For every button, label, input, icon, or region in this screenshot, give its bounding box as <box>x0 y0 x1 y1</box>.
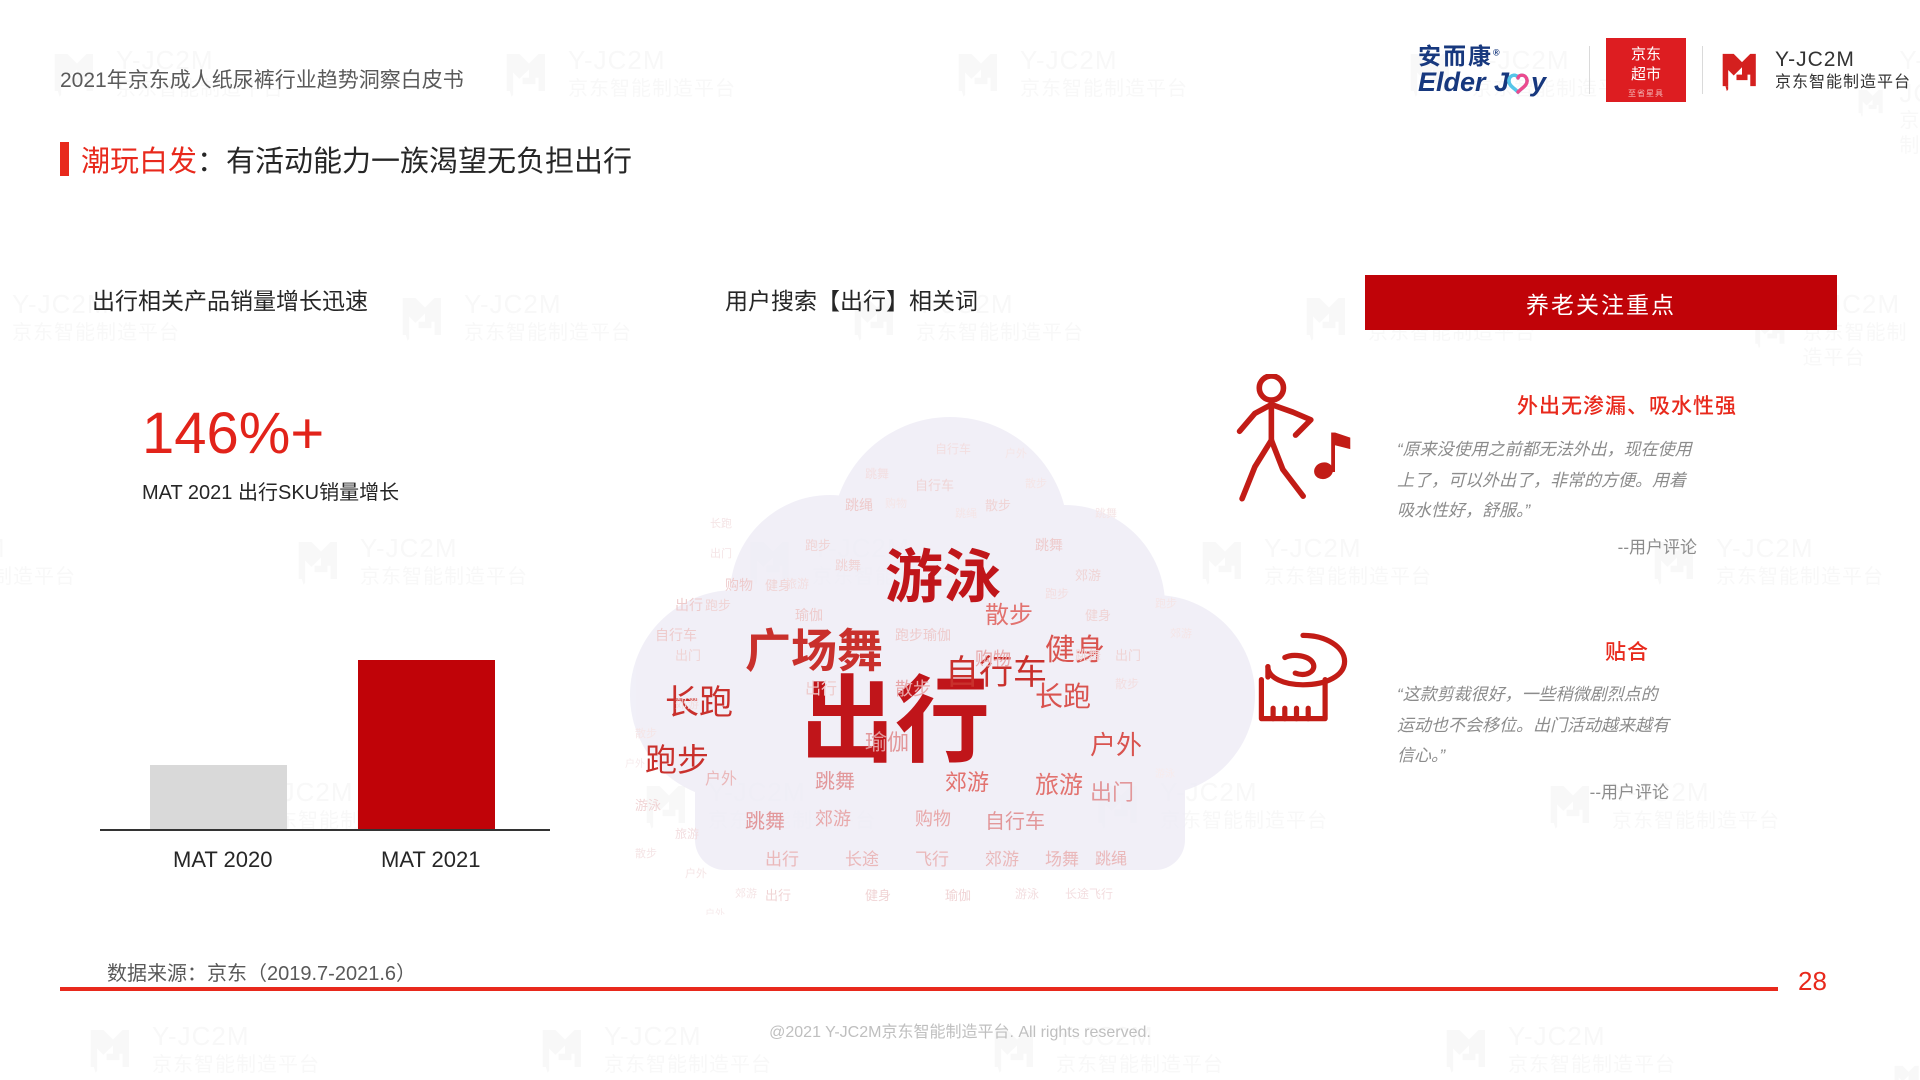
svg-text:y: y <box>1529 68 1548 97</box>
svg-text:Elder: Elder <box>1418 68 1487 97</box>
